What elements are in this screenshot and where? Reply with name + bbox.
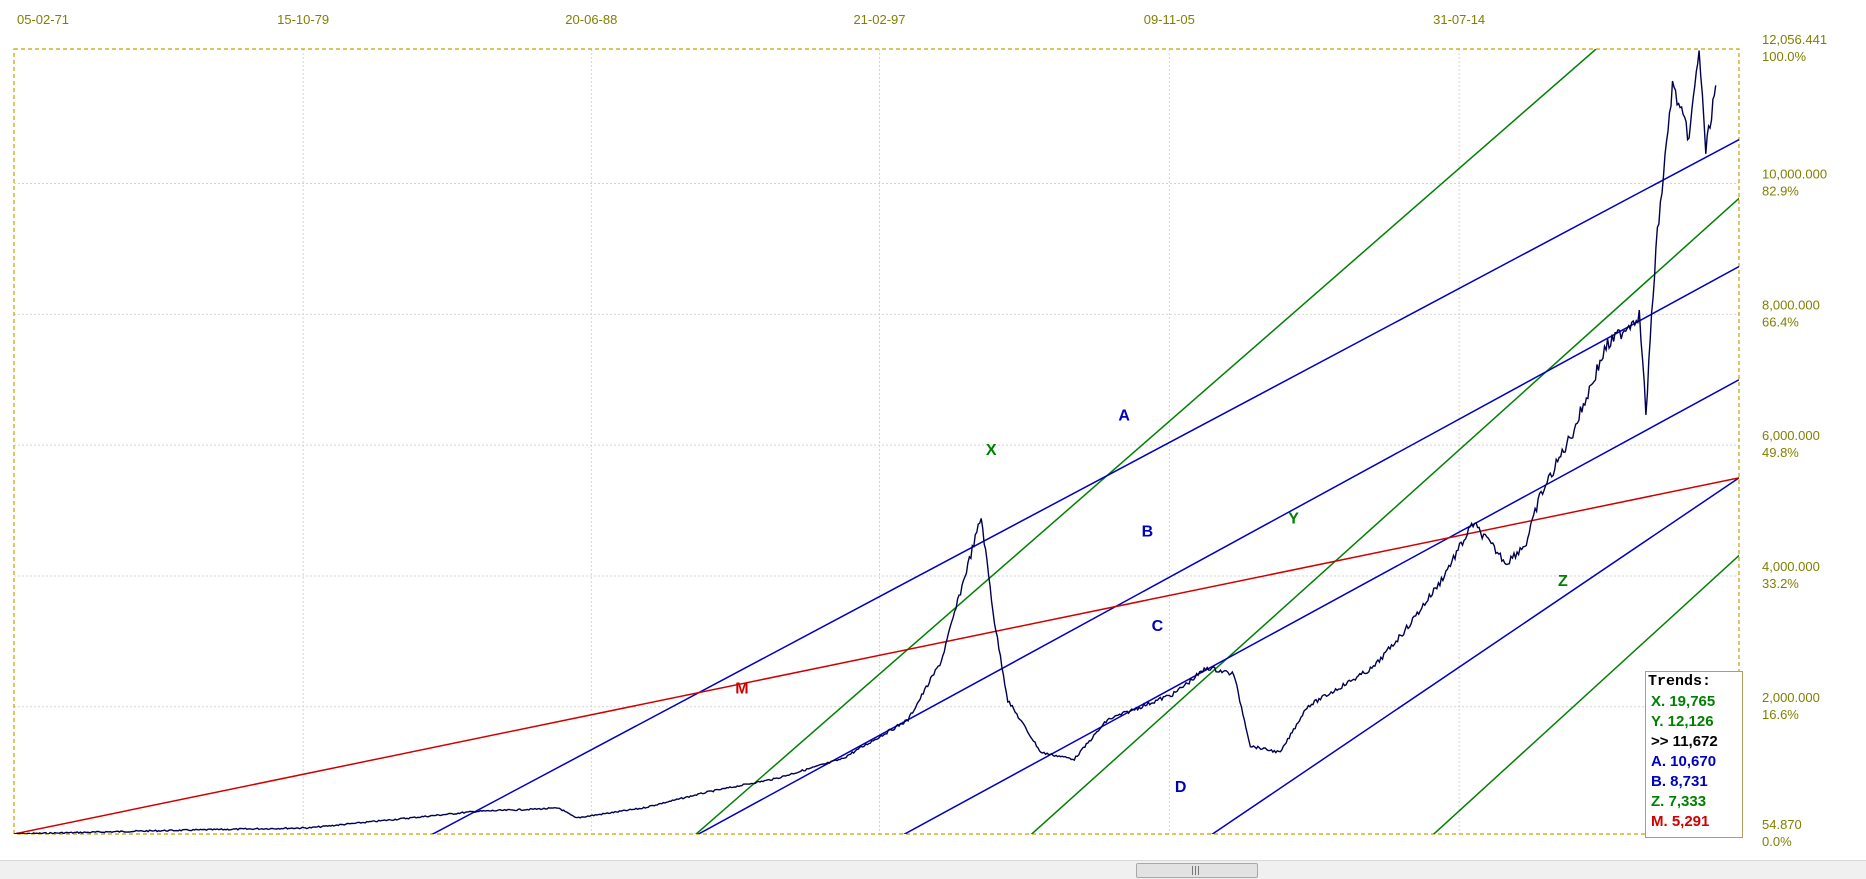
x-tick-label: 20-06-88 bbox=[565, 12, 617, 27]
trend-label-b: B bbox=[1142, 524, 1154, 541]
x-tick-label: 31-07-14 bbox=[1433, 12, 1485, 27]
trend-row-m: M. 5,291 bbox=[1651, 813, 1710, 830]
y-tick-value: 4,000.000 bbox=[1762, 559, 1820, 574]
chart: 05-02-71 15-10-79 20-06-88 21-02-97 09-11-05… bbox=[13, 12, 1827, 849]
y-tick-value: 2,000.000 bbox=[1762, 690, 1820, 705]
trend-line-y bbox=[1030, 197, 1739, 834]
y-tick-pct: 49.8% bbox=[1762, 445, 1799, 460]
trend-labels: X A B Y C Z M D bbox=[735, 407, 1568, 796]
trend-line-x bbox=[695, 49, 1597, 834]
trend-row-x: X. 19,765 bbox=[1651, 693, 1716, 710]
trend-row-current: >> 11,672 bbox=[1651, 733, 1718, 750]
trend-label-c: C bbox=[1152, 618, 1164, 635]
horizontal-scrollbar[interactable]: ||| bbox=[0, 860, 1866, 879]
y-tick-pct: 0.0% bbox=[1762, 834, 1792, 849]
x-axis-ticks: 05-02-71 15-10-79 20-06-88 21-02-97 09-11-05… bbox=[17, 12, 1485, 27]
y-tick-pct: 66.4% bbox=[1762, 314, 1799, 329]
y-tick-value: 54.870 bbox=[1762, 817, 1802, 832]
trend-lines bbox=[14, 49, 1739, 834]
trend-label-m: M bbox=[735, 681, 748, 698]
y-tick-value: 10,000.000 bbox=[1762, 167, 1827, 182]
scrollbar-grip-icon: ||| bbox=[1191, 866, 1201, 876]
trend-label-d: D bbox=[1175, 779, 1187, 796]
trends-title: Trends: bbox=[1648, 673, 1712, 690]
x-tick-label: 15-10-79 bbox=[277, 12, 329, 27]
trend-row-b: B. 8,731 bbox=[1651, 773, 1708, 790]
trend-row-a: A. 10,670 bbox=[1651, 753, 1717, 770]
trend-line-a bbox=[431, 139, 1739, 834]
y-axis-ticks: 12,056.441 100.0% 10,000.000 82.9% 8,000.000… bbox=[1762, 32, 1827, 849]
x-tick-label: 09-11-05 bbox=[1144, 12, 1195, 27]
trend-label-y: Y bbox=[1288, 511, 1299, 528]
trends-legend: Trends: X. 19,765 Y. 12,126 >> 11,672 A.… bbox=[1645, 671, 1743, 838]
trend-row-z: Z. 7,333 bbox=[1651, 793, 1707, 810]
trend-line-d bbox=[1211, 477, 1739, 834]
grid bbox=[14, 49, 1739, 834]
x-tick-label: 21-02-97 bbox=[853, 12, 905, 27]
trend-label-a: A bbox=[1118, 407, 1130, 424]
trend-label-x: X bbox=[986, 442, 997, 459]
trend-line-z bbox=[1432, 554, 1739, 834]
y-tick-value: 12,056.441 bbox=[1762, 32, 1827, 47]
trend-row-y: Y. 12,126 bbox=[1651, 713, 1714, 730]
y-tick-pct: 100.0% bbox=[1762, 49, 1807, 64]
scrollbar-thumb[interactable]: ||| bbox=[1136, 863, 1258, 878]
trend-line-b bbox=[697, 265, 1739, 834]
trend-line-m bbox=[14, 477, 1739, 834]
price-line bbox=[14, 50, 1717, 834]
x-tick-label: 05-02-71 bbox=[17, 12, 69, 27]
y-tick-pct: 33.2% bbox=[1762, 576, 1799, 591]
trend-label-z: Z bbox=[1558, 573, 1568, 590]
y-tick-value: 6,000.000 bbox=[1762, 428, 1820, 443]
trend-line-c bbox=[903, 379, 1739, 834]
y-tick-pct: 16.6% bbox=[1762, 707, 1799, 722]
price-series bbox=[14, 50, 1717, 834]
y-tick-pct: 82.9% bbox=[1762, 184, 1799, 199]
y-tick-value: 8,000.000 bbox=[1762, 297, 1820, 312]
plot-border bbox=[13, 48, 1740, 835]
